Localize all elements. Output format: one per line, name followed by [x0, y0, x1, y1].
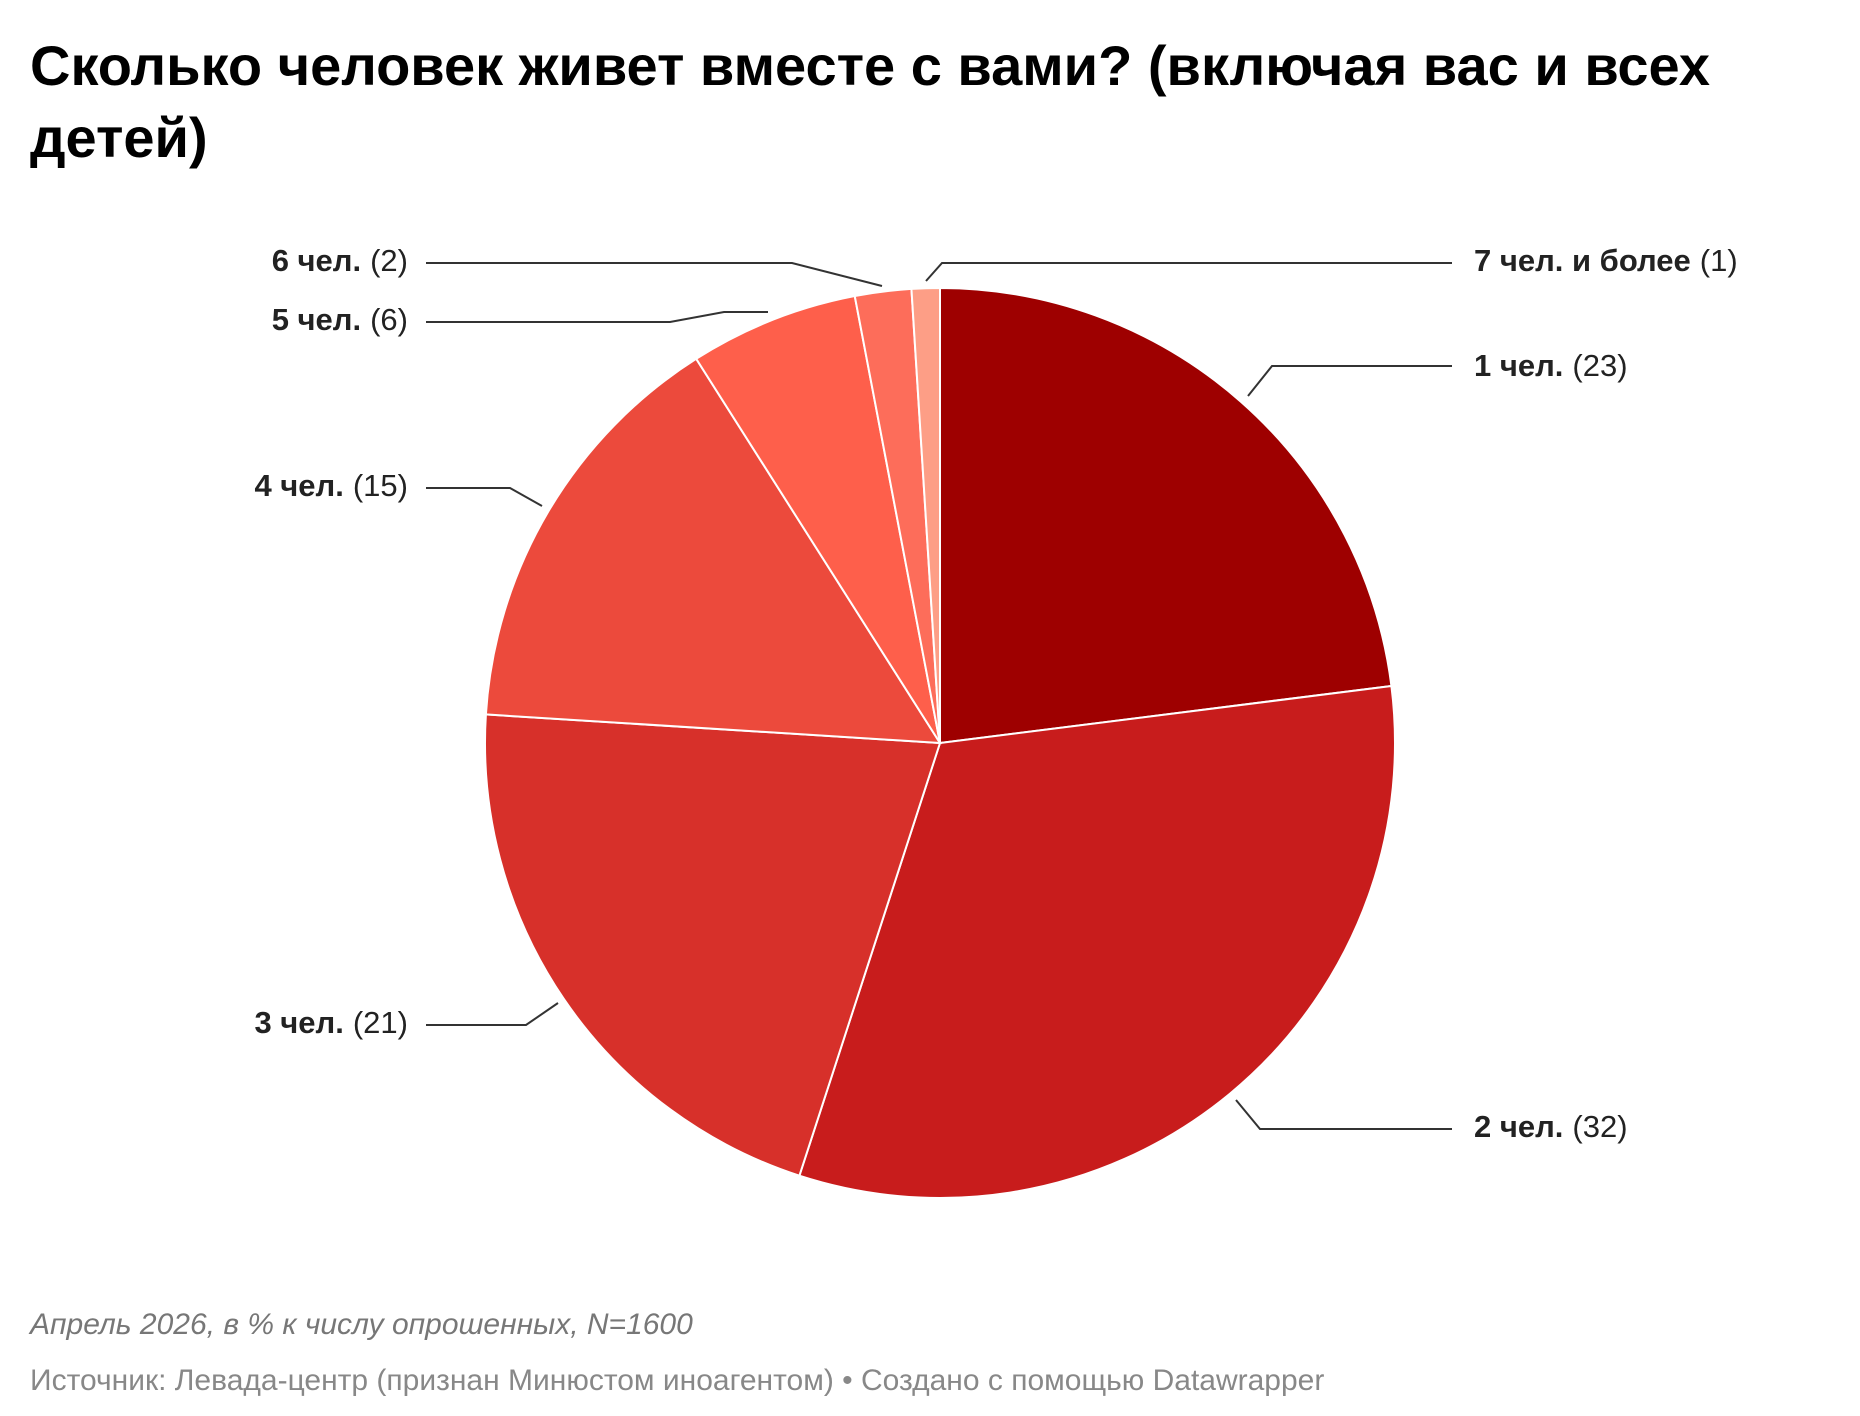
slice-value: (21) [353, 1005, 408, 1040]
leader-line [426, 262, 883, 287]
chart-note: Апрель 2026, в % к числу опрошенных, N=1… [30, 1308, 693, 1341]
leader-line [1235, 1099, 1452, 1130]
slice-category: 5 чел. [272, 302, 361, 337]
chart-source: Источник: Левада-центр (признан Минюстом… [30, 1364, 1325, 1397]
slice-category: 4 чел. [254, 468, 343, 503]
slice-category: 7 чел. и более [1474, 243, 1691, 278]
slice-value: (32) [1572, 1109, 1627, 1144]
pie-slice [484, 713, 942, 1177]
leader-line [1247, 365, 1452, 397]
pie-slice [694, 294, 941, 744]
slice-value: (15) [353, 468, 408, 503]
leader-line [426, 487, 543, 507]
slice-category: 1 чел. [1474, 348, 1563, 383]
slice-label: 1 чел. (23) [1474, 348, 1628, 383]
pie-slice [939, 286, 1393, 745]
leader-line [426, 1002, 559, 1026]
pie-slice [484, 357, 942, 745]
slice-category: 6 чел. [272, 243, 361, 278]
slice-value: (2) [370, 243, 408, 278]
leader-line [426, 311, 768, 323]
slice-label: 4 чел. (15) [254, 468, 408, 503]
slice-label: 6 чел. (2) [272, 243, 408, 278]
slice-label: 7 чел. и более (1) [1474, 243, 1738, 278]
pie-slice [910, 286, 941, 744]
pie-slice [798, 684, 1396, 1199]
slice-value: (23) [1572, 348, 1627, 383]
slice-label: 5 чел. (6) [272, 302, 408, 337]
slice-label: 2 чел. (32) [1474, 1109, 1628, 1144]
chart-title: Сколько человек живет вместе с вами? (вк… [30, 34, 1711, 169]
slice-category: 2 чел. [1474, 1109, 1563, 1144]
slice-category: 3 чел. [254, 1005, 343, 1040]
slice-value: (6) [370, 302, 408, 337]
leader-line [925, 262, 1452, 282]
chart: 1 чел. (23) 2 чел. (32) 3 чел. (21) 4 чел. (15)… [254, 243, 1738, 1199]
slice-label: 3 чел. (21) [254, 1005, 408, 1040]
slice-value: (1) [1700, 243, 1738, 278]
